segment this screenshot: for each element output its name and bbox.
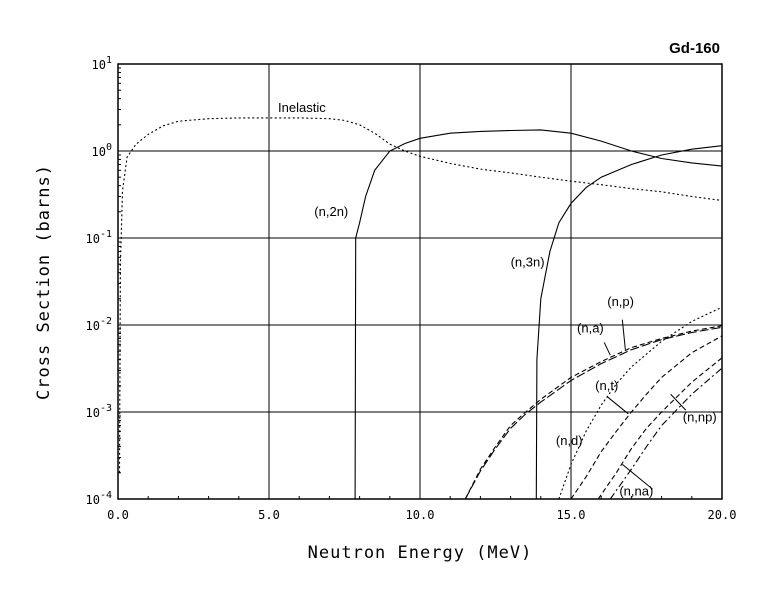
x-axis-ticks: 0.0 5.0 10.0 15.0 20.0: [107, 493, 736, 522]
label-leader-line: [606, 396, 629, 415]
series-label-n-t: (n,t): [595, 378, 618, 393]
label-leader-line: [670, 393, 687, 411]
series-layer: [118, 117, 723, 500]
series-label-inelastic: Inelastic: [278, 100, 326, 115]
x-tick-label: 0.0: [107, 508, 129, 522]
x-tick-label: 15.0: [557, 508, 586, 522]
series-label-n-d: (n,d): [556, 433, 583, 448]
series-label-n-p: (n,p): [607, 294, 634, 309]
series-label-n-a: (n,a): [577, 320, 604, 335]
label-leader-line: [603, 342, 611, 356]
grid: [118, 64, 722, 499]
series-line-n-t: [570, 335, 723, 500]
series-line-inelastic: [118, 117, 723, 473]
x-tick-label: 10.0: [406, 508, 435, 522]
y-axis-ticks: 10-4 10-3 10-2 10-1 100 101: [86, 55, 121, 507]
series-line-n-a: [464, 326, 723, 500]
y-tick-label: 10-4: [86, 490, 113, 507]
x-tick-label: 20.0: [708, 508, 737, 522]
label-leader-line: [621, 319, 626, 350]
series-line-n-na: [609, 367, 723, 500]
label-leader-line: [622, 463, 653, 490]
y-axis-title: Cross Section (barns): [34, 164, 54, 400]
series-label-n-na: (n,na): [619, 483, 653, 498]
series-label-n-2n: (n,2n): [314, 204, 348, 219]
y-tick-label: 101: [92, 55, 112, 72]
series-label-n-np: (n,np): [683, 409, 717, 424]
y-tick-label: 100: [92, 142, 112, 159]
y-tick-label: 10-2: [86, 316, 113, 333]
series-label-n-3n: (n,3n): [511, 255, 545, 270]
series-line-n-2n: [354, 129, 723, 500]
x-axis-title: Neutron Energy (MeV): [308, 543, 533, 563]
series-line-n-3n: [535, 145, 723, 500]
chart-title: Gd-160: [669, 40, 720, 57]
x-tick-label: 5.0: [258, 508, 280, 522]
y-tick-label: 10-1: [86, 229, 113, 246]
series-labels: Inelastic (n,2n) (n,3n) (n,p)(n,a) (n,d) (n,t…: [278, 100, 717, 498]
leader-lines: [603, 319, 687, 490]
series-line-n-p: [464, 325, 723, 500]
y-tick-label: 10-3: [86, 403, 113, 420]
